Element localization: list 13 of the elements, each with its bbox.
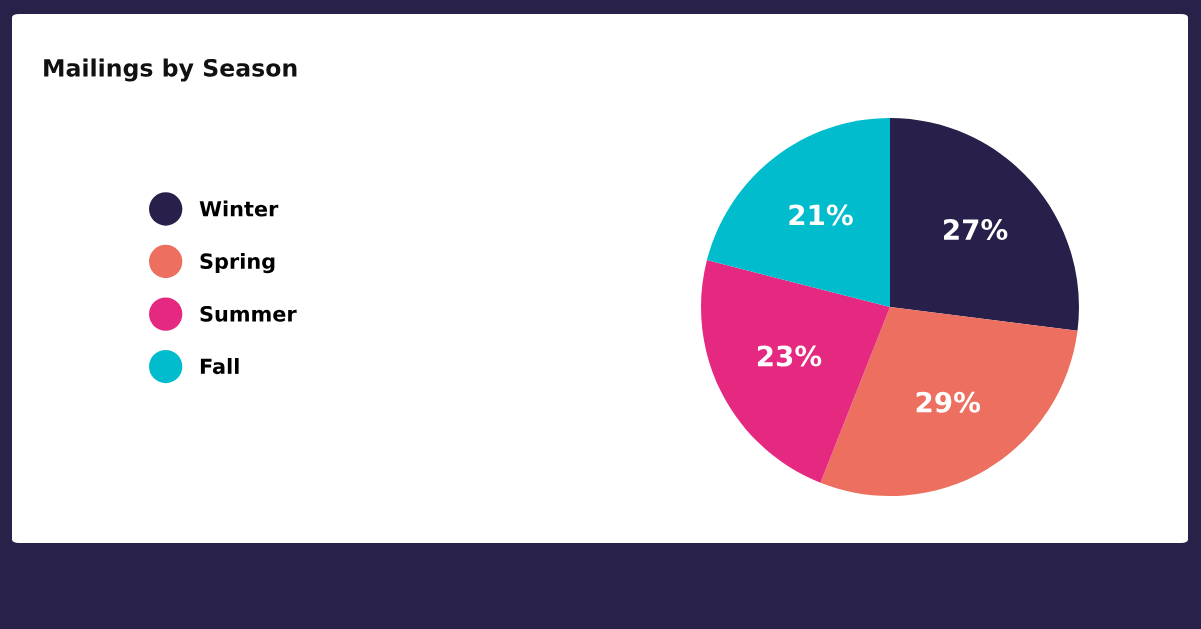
data-label: 21% <box>789 204 853 226</box>
legend-label: Winter <box>199 200 279 217</box>
pie-slice <box>890 118 1079 331</box>
data-label: 29% <box>916 391 981 413</box>
legend-label: Spring <box>200 252 275 274</box>
chart-title: Mailings by Season <box>44 58 297 82</box>
pie-slice <box>820 307 1078 496</box>
data-label: 23% <box>757 345 822 367</box>
legend-label: Fall <box>200 358 239 375</box>
legend-label: Summer <box>200 305 297 322</box>
data-label: 27% <box>944 219 1008 241</box>
pie-slice <box>706 118 890 307</box>
pie-slice <box>701 260 890 483</box>
